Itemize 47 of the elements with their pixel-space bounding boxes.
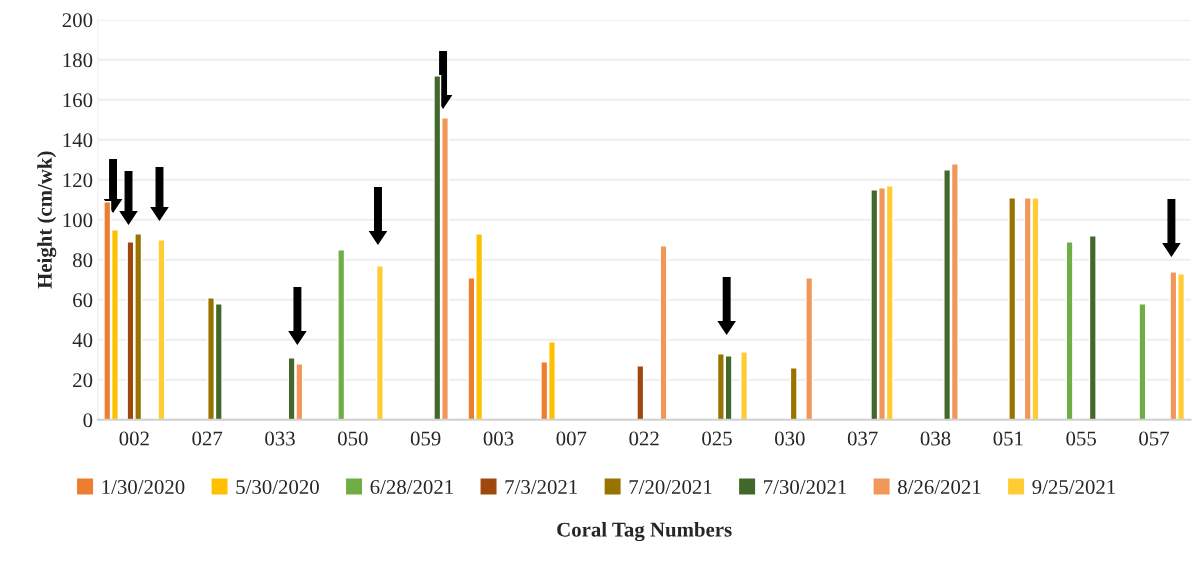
y-tick-label: 40 (72, 333, 93, 348)
y-tick-label: 180 (63, 53, 93, 68)
y-tick-label: 80 (73, 253, 93, 268)
bar (1138, 303, 1147, 420)
y-tick-label: 140 (63, 133, 93, 148)
x-tick-label: 022 (629, 431, 659, 446)
x-tick-label: 055 (1066, 431, 1096, 446)
x-tick-label: 033 (265, 431, 295, 446)
legend-label: 1/30/2020 (102, 479, 185, 495)
x-tick-label: 051 (993, 431, 1023, 446)
y-tick-label: 20 (73, 373, 93, 388)
bar (1065, 241, 1074, 420)
x-tick-label: 027 (192, 431, 223, 446)
y-axis-title: Height (cm/wk) (37, 151, 57, 289)
y-tick-label: 60 (73, 293, 93, 308)
bar (636, 365, 645, 420)
x-tick-label: 037 (847, 431, 878, 446)
y-tick-label: 120 (63, 173, 93, 188)
y-tick-label: 0 (83, 413, 93, 428)
x-axis-title: Coral Tag Numbers (557, 522, 732, 542)
y-tick-label: 160 (63, 93, 93, 108)
x-tick-label: 057 (1139, 431, 1170, 446)
bar (157, 239, 166, 420)
bar (740, 351, 749, 420)
legend-label: 7/20/2021 (629, 479, 712, 495)
legend-label: 5/30/2020 (236, 479, 319, 495)
bar (805, 277, 814, 420)
legend-label: 6/28/2021 (370, 479, 453, 495)
legend-label: 8/26/2021 (898, 479, 981, 495)
x-tick-label: 030 (775, 431, 805, 446)
x-tick-label: 003 (483, 431, 514, 446)
bar (1088, 235, 1097, 420)
bar (789, 367, 798, 420)
legend-label: 7/3/2021 (505, 479, 577, 495)
bar (1008, 197, 1017, 420)
y-tick-label: 100 (63, 213, 93, 228)
y-tick-label: 200 (62, 13, 93, 28)
legend-label: 9/25/2021 (1032, 479, 1115, 495)
legend-label: 7/30/2021 (764, 479, 846, 495)
bar (337, 249, 346, 420)
x-tick-label: 038 (920, 431, 951, 446)
x-tick-label: 025 (702, 431, 732, 446)
x-tick-label: 050 (338, 431, 368, 446)
x-tick-label: 002 (119, 431, 149, 446)
bar (375, 265, 384, 420)
x-tick-label: 007 (556, 431, 587, 446)
x-tick-label: 059 (410, 431, 441, 446)
